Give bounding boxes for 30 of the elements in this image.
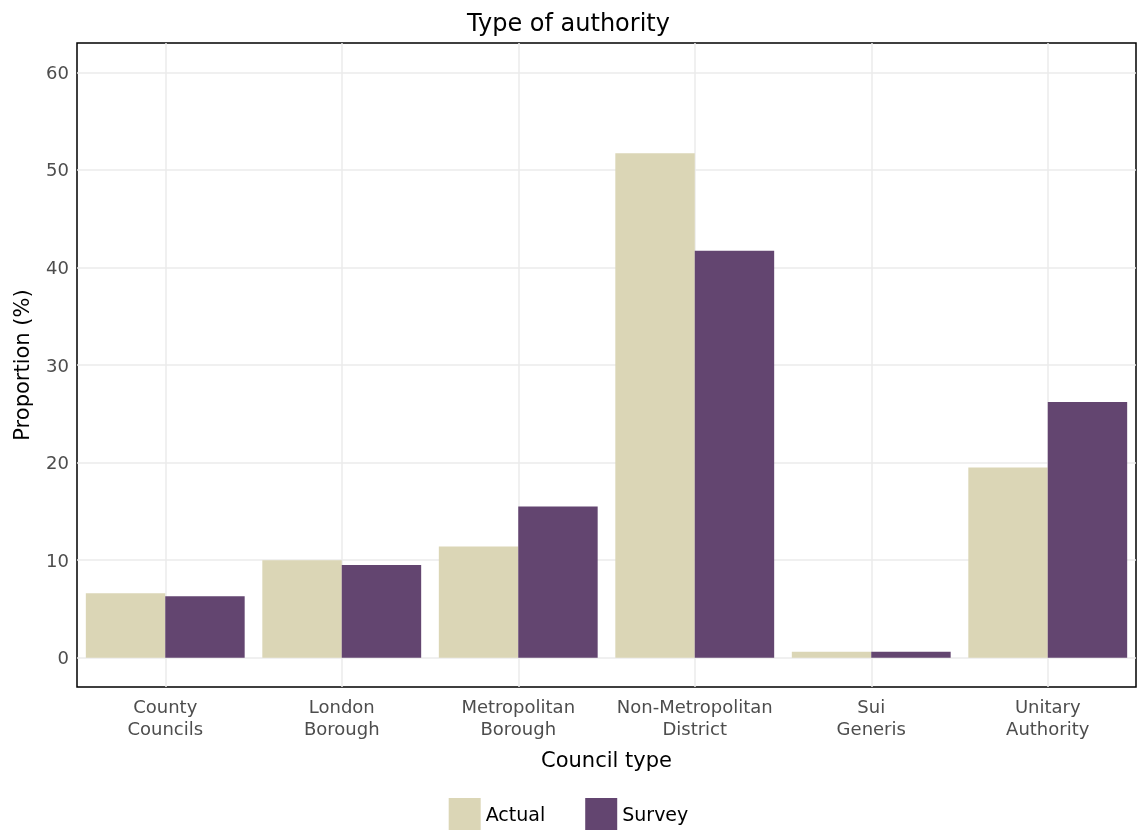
y-tick-label: 0 <box>57 647 69 669</box>
x-tick-label: Unitary Authority <box>1006 695 1090 739</box>
bar <box>968 467 1048 658</box>
x-tick-label: London Borough <box>303 695 380 739</box>
bar <box>791 651 872 658</box>
chart-title: Type of authority <box>466 9 670 37</box>
y-tick-label: 40 <box>46 256 69 278</box>
bar <box>518 506 598 658</box>
bar <box>615 153 695 658</box>
x-tick-label: Metropolitan Borough <box>461 695 576 739</box>
bar <box>1047 402 1128 658</box>
bar <box>165 596 245 658</box>
y-tick-label: 60 <box>46 61 69 83</box>
x-tick-label: County Councils <box>127 695 204 739</box>
y-axis-title: Proportion (%) <box>9 289 34 441</box>
y-tick-label: 10 <box>46 549 69 571</box>
bar <box>262 560 342 658</box>
x-axis-title: Council type <box>541 747 672 772</box>
bar <box>871 651 951 658</box>
y-tick-label: 50 <box>46 159 69 181</box>
x-tick-label: Non-Metropolitan District <box>616 695 773 739</box>
x-tick-label: Sui Generis <box>836 695 906 739</box>
bar <box>85 593 166 658</box>
legend-label: Survey <box>622 803 689 825</box>
legend-label: Actual <box>485 803 546 825</box>
bar <box>341 565 422 658</box>
bar <box>438 546 519 658</box>
y-tick-label: 20 <box>46 452 69 474</box>
bar <box>694 250 775 658</box>
y-tick-label: 30 <box>46 354 69 376</box>
